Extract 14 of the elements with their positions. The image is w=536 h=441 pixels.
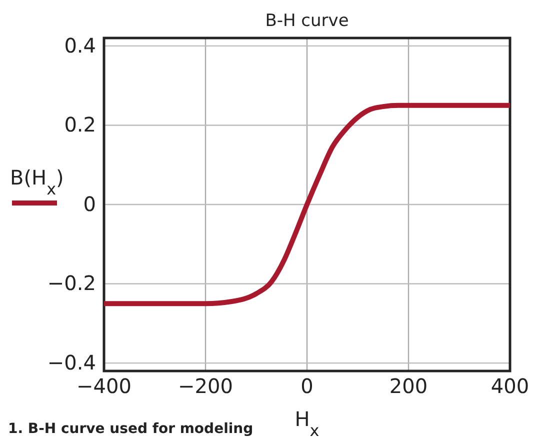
x-tick-label: −200 — [178, 374, 233, 398]
x-tick-label: 0 — [300, 374, 314, 398]
x-axis-title: H$_{x}$ — [294, 407, 320, 440]
text: 1. B-H curve used for modeling — [8, 421, 254, 437]
text: B(H$_{x}$) — [10, 166, 64, 198]
x-tick-label: 200 — [389, 374, 428, 398]
y-tick-label: −0.4 — [47, 350, 96, 374]
y-tick-label: −0.2 — [47, 271, 96, 296]
x-tick-label: 400 — [490, 374, 530, 398]
y-tick-label: 0.2 — [64, 112, 96, 137]
y-tick-label: 0 — [83, 192, 96, 216]
chart-title: B-H curve — [265, 11, 349, 31]
y-tick-label: 0.4 — [64, 33, 96, 58]
x-tick-label: −400 — [76, 374, 132, 398]
